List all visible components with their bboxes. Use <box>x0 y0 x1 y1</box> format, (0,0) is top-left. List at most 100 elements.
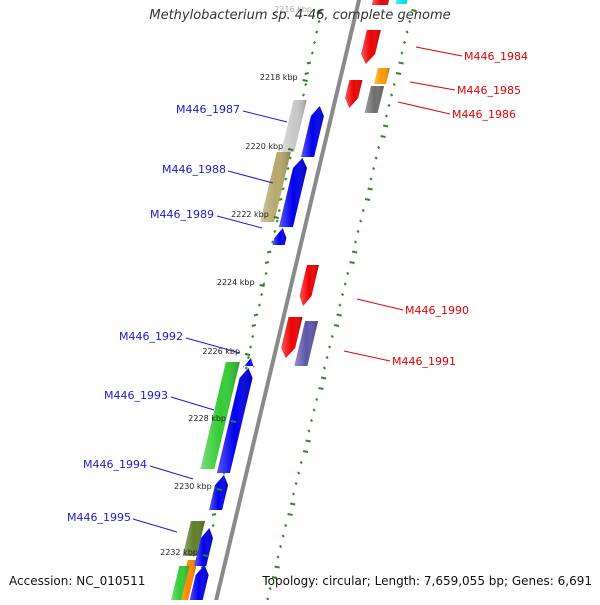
outer-tick <box>287 513 293 516</box>
feature-22-shade <box>170 566 190 605</box>
outer-tick <box>284 523 288 528</box>
outer-tick <box>305 439 311 443</box>
feature-5 <box>345 80 363 108</box>
outer-tick <box>395 72 402 75</box>
outer-tick <box>294 481 298 486</box>
outer-tick <box>346 271 350 276</box>
feature-16 <box>200 362 240 469</box>
gene-label: M446_1987 <box>176 103 240 116</box>
gene-m446-1989-shade <box>272 228 287 245</box>
inner-tick <box>262 282 266 286</box>
outer-tick <box>281 534 285 538</box>
kbp-label: 2230 kbp <box>174 482 212 491</box>
leader-line <box>227 170 274 184</box>
outer-tick <box>276 555 280 559</box>
outer-tick <box>307 429 311 433</box>
outer-tick <box>299 460 303 465</box>
inner-tick <box>315 30 319 34</box>
backbone-line <box>212 0 362 605</box>
kbp-label: 2232 kbp <box>160 548 198 557</box>
outer-tick <box>325 355 329 360</box>
gene-m446-1987-shade <box>301 106 324 157</box>
gene-label: M446_1993 <box>104 389 168 402</box>
outer-tick <box>377 145 381 150</box>
inner-tick <box>211 523 215 528</box>
gene-m446-1988-shade <box>278 158 308 227</box>
inner-tick <box>306 61 312 65</box>
gene-m446-1991 <box>281 317 303 358</box>
feature-1-shade <box>395 0 408 4</box>
inner-tick <box>304 72 309 75</box>
feature-16-shade <box>200 362 240 469</box>
kbp-tick <box>216 488 222 491</box>
leader-line <box>185 337 241 354</box>
inner-tick <box>260 292 264 297</box>
accession-text: Accession: NC_010511 <box>9 574 146 588</box>
outer-tick <box>312 408 316 412</box>
outer-tick <box>336 313 342 317</box>
feature-13 <box>294 321 319 366</box>
inner-tick <box>273 229 277 234</box>
outer-tick <box>408 19 412 24</box>
outer-tick <box>349 261 355 264</box>
leader-line <box>415 46 463 57</box>
inner-tick <box>317 9 323 12</box>
gene-label: M446_1985 <box>457 84 521 97</box>
inner-tick <box>244 366 248 370</box>
gene-m446-1987 <box>301 106 324 157</box>
outer-tick <box>356 229 360 234</box>
inner-tick <box>246 355 250 360</box>
outer-tick <box>302 450 309 453</box>
inner-tick <box>251 324 256 327</box>
outer-tick <box>320 376 327 380</box>
gene-m446-1993-shade <box>216 368 253 473</box>
map-title: Methylobacterium sp. 4-46, complete geno… <box>149 8 451 23</box>
outer-tick <box>364 198 371 201</box>
inner-tick <box>253 313 259 317</box>
inner-tick <box>275 219 279 223</box>
feature-5-shade <box>345 80 363 108</box>
gene-m446-1994 <box>209 475 229 510</box>
outer-tick <box>343 282 347 286</box>
outer-tick <box>387 103 391 108</box>
gene-m446-1985-shade <box>374 68 390 84</box>
gene-m446-1986 <box>364 86 385 113</box>
inner-tick <box>271 240 275 244</box>
outer-tick <box>291 492 296 496</box>
gene-label: M446_1992 <box>119 330 183 343</box>
gene-label: M446_1991 <box>392 355 456 368</box>
kbp-tick <box>244 353 251 356</box>
topology-text: Topology: circular; Length: 7,659,055 bp… <box>262 574 592 588</box>
kbp-tick <box>230 420 237 423</box>
gene-label: M446_1990 <box>405 304 469 317</box>
kbp-tick <box>302 79 308 82</box>
leader-line <box>397 101 451 115</box>
outer-tick <box>369 177 373 181</box>
outer-tick <box>382 124 389 128</box>
outer-tick <box>405 30 409 34</box>
gene-m446-1992-shade <box>242 358 255 368</box>
gene-label: M446_1984 <box>464 50 528 63</box>
leader-line <box>216 215 263 229</box>
feature-0 <box>371 0 389 5</box>
feature-9 <box>281 100 307 152</box>
outer-tick <box>297 471 301 475</box>
leader-line <box>132 518 178 533</box>
outer-tick <box>359 219 363 223</box>
outer-tick <box>402 40 407 45</box>
gene-m446-1994-shade <box>209 475 229 510</box>
gene-m446-1995-shade <box>194 528 213 566</box>
leader-line <box>242 110 288 123</box>
gene-m446-1991-shade <box>281 317 303 358</box>
inner-tick <box>288 156 292 160</box>
kbp-tick <box>316 11 323 14</box>
outer-tick <box>268 586 272 591</box>
gene-m446-1984-shade <box>361 30 381 64</box>
feature-0-shade <box>371 0 389 5</box>
outer-tick <box>310 418 314 423</box>
gene-label: M446_1994 <box>83 458 147 471</box>
inner-tick <box>264 261 270 264</box>
outer-tick <box>384 114 389 118</box>
leader-line <box>149 465 194 480</box>
